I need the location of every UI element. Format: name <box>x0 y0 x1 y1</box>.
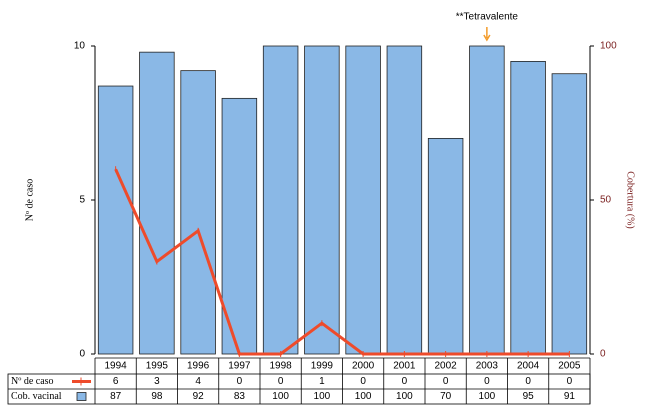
annotation: **Tetravalente <box>456 12 519 23</box>
table-value: 1 <box>319 376 325 387</box>
y2-axis-title: Cobertura (%) <box>625 171 636 228</box>
table-value: 0 <box>525 376 531 387</box>
line <box>114 168 570 356</box>
table-value: 0 <box>443 376 449 387</box>
table-value: 100 <box>355 391 372 402</box>
table-value: 92 <box>193 391 205 402</box>
legend-swatch <box>76 392 87 401</box>
table-value: 0 <box>402 376 408 387</box>
bar <box>551 73 588 355</box>
x-tick-label: 2000 <box>352 361 375 372</box>
legend-label: Cob. vacinal <box>11 391 62 402</box>
x-tick-label: 2003 <box>476 361 499 372</box>
bar <box>97 85 134 355</box>
table-value: 100 <box>396 391 413 402</box>
table-value: 87 <box>110 391 122 402</box>
x-tick-label: 1998 <box>270 361 293 372</box>
y-tick-label: 10 <box>74 41 86 52</box>
y-tick-label: 5 <box>79 195 85 206</box>
table-value: 4 <box>195 376 201 387</box>
table-value: 6 <box>113 376 119 387</box>
x-tick-label: 2002 <box>435 361 458 372</box>
y-axis-title: Nº de caso <box>24 179 35 222</box>
table-value: 0 <box>237 376 243 387</box>
y2-tick-label: 100 <box>600 41 617 52</box>
x-tick-label: 2004 <box>517 361 540 372</box>
table-value: 0 <box>484 376 490 387</box>
y2-tick-label: 0 <box>600 349 606 360</box>
bar <box>427 137 464 355</box>
table-value: 0 <box>360 376 366 387</box>
x-tick-label: 1995 <box>146 361 169 372</box>
annotation-arrow <box>483 27 491 42</box>
x-tick-label: 1999 <box>311 361 334 372</box>
bar <box>510 61 546 355</box>
bar <box>386 45 423 355</box>
bar <box>139 51 175 355</box>
y2-tick-label: 50 <box>600 195 612 206</box>
table-value: 91 <box>564 391 576 402</box>
x-tick-label: 1997 <box>228 361 251 372</box>
table-value: 70 <box>440 391 452 402</box>
bar <box>262 45 299 355</box>
bar <box>345 45 381 355</box>
table-value: 100 <box>314 391 331 402</box>
table-value: 0 <box>278 376 284 387</box>
y-tick-label: 0 <box>79 349 85 360</box>
x-tick-label: 1996 <box>187 361 210 372</box>
table-value: 100 <box>272 391 289 402</box>
table-value: 0 <box>567 376 573 387</box>
x-tick-label: 1994 <box>105 361 128 372</box>
legend-label: Nº de caso <box>11 376 54 387</box>
bar <box>469 45 505 355</box>
table-value: 3 <box>154 376 160 387</box>
x-tick-label: 2005 <box>558 361 581 372</box>
table-value: 95 <box>523 391 535 402</box>
table-value: 100 <box>479 391 496 402</box>
x-tick-label: 2001 <box>393 361 416 372</box>
table-value: 98 <box>151 391 163 402</box>
table-value: 83 <box>234 391 246 402</box>
bar <box>304 45 340 355</box>
bar <box>180 70 216 355</box>
